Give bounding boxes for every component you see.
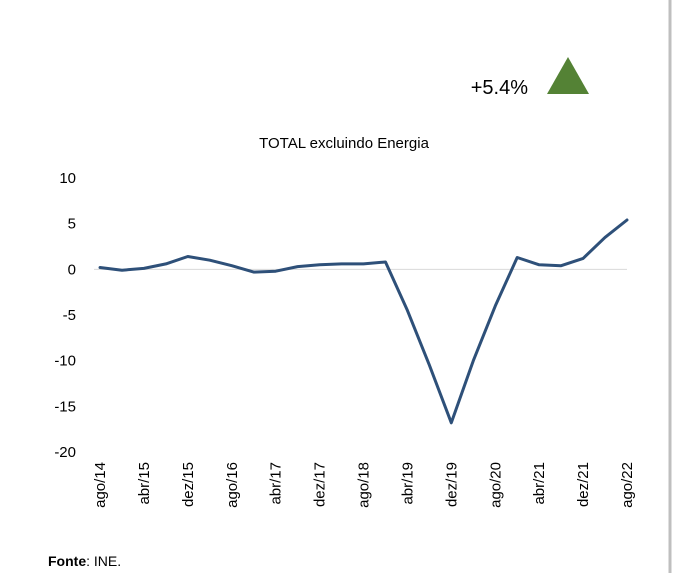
chart-title: TOTAL excluindo Energia bbox=[259, 135, 429, 152]
y-tick-label: -10 bbox=[54, 353, 76, 370]
x-tick-label: abr/19 bbox=[399, 462, 416, 505]
x-tick-label: dez/15 bbox=[180, 462, 197, 507]
x-tick-label: abr/15 bbox=[136, 462, 153, 505]
x-tick-label: ago/22 bbox=[619, 462, 636, 508]
up-arrow bbox=[547, 57, 589, 94]
y-tick-label: 0 bbox=[68, 261, 76, 278]
y-tick-label: 5 bbox=[68, 216, 76, 233]
source-label: Fonte bbox=[48, 553, 86, 569]
x-tick-label: dez/21 bbox=[575, 462, 592, 507]
y-tick-label: -20 bbox=[54, 444, 76, 461]
line-series bbox=[98, 218, 629, 425]
annotation: +5.4% bbox=[471, 77, 528, 99]
y-tick-label: 10 bbox=[59, 170, 76, 187]
x-tick-label: abr/21 bbox=[531, 462, 548, 505]
y-tick-label: -15 bbox=[54, 398, 76, 415]
x-tick-label: ago/18 bbox=[356, 462, 373, 508]
x-tick-label: abr/17 bbox=[268, 462, 285, 505]
x-tick-label: dez/17 bbox=[312, 462, 329, 507]
x-tick-label: ago/14 bbox=[92, 462, 109, 508]
x-tick-label: ago/20 bbox=[487, 462, 504, 508]
x-tick-label: ago/16 bbox=[224, 462, 241, 508]
y-tick-label: -5 bbox=[63, 307, 76, 324]
x-tick-label: dez/19 bbox=[443, 462, 460, 507]
source-text: : INE. bbox=[86, 553, 121, 569]
source-note: Fonte: INE. bbox=[48, 553, 121, 569]
